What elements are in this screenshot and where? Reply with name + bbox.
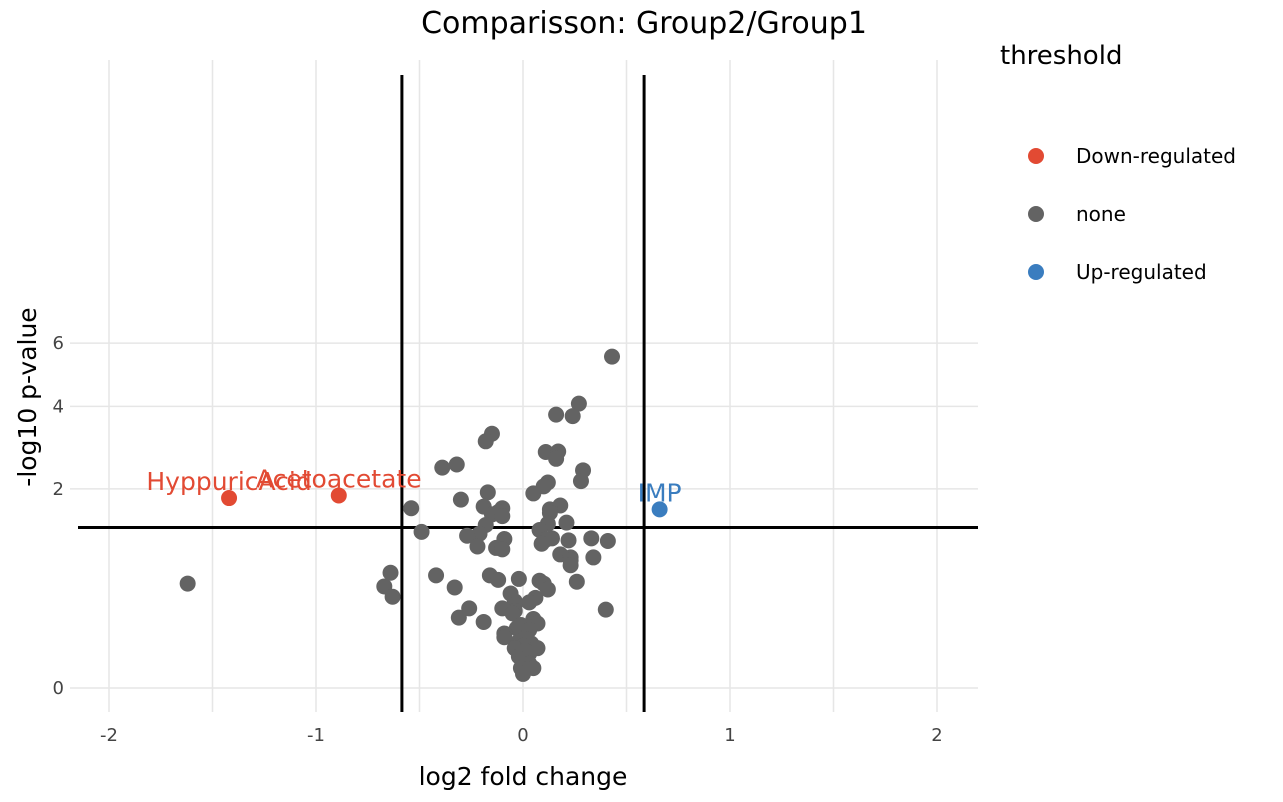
- legend-item-up-regulated[interactable]: Up-regulated: [1028, 260, 1207, 284]
- data-point: [562, 557, 579, 574]
- data-point: [428, 567, 445, 584]
- data-point: [461, 600, 478, 617]
- data-point: [496, 629, 513, 646]
- legend: threshold Down-regulated none Up-regulat…: [1000, 41, 1236, 284]
- data-point: [560, 532, 577, 549]
- legend-label-down-regulated: Down-regulated: [1076, 144, 1236, 168]
- data-point: [548, 406, 565, 423]
- legend-title: threshold: [1000, 41, 1122, 71]
- data-point: [564, 408, 581, 425]
- data-point: [521, 594, 538, 611]
- point-label: Acetoacetate: [256, 464, 422, 493]
- data-point: [477, 433, 494, 450]
- y-axis-title: -log10 p-value: [13, 307, 42, 486]
- legend-label-up-regulated: Up-regulated: [1076, 260, 1207, 284]
- data-point: [494, 508, 511, 525]
- data-point: [221, 490, 238, 507]
- legend-item-down-regulated[interactable]: Down-regulated: [1028, 144, 1236, 168]
- y-tick-label: 4: [53, 396, 64, 417]
- point-label: HyppuricAcid: [146, 467, 311, 496]
- data-point: [599, 533, 616, 550]
- data-point: [533, 535, 550, 552]
- data-point: [651, 501, 668, 518]
- data-point: [583, 530, 600, 547]
- data-point: [504, 605, 521, 622]
- x-tick-label: -2: [100, 725, 118, 746]
- x-tick-label: 1: [724, 725, 735, 746]
- data-point: [539, 581, 556, 598]
- y-axis-ticks: 0 2 4 6: [53, 333, 64, 699]
- x-tick-label: 2: [931, 725, 942, 746]
- data-point: [490, 571, 507, 588]
- legend-item-none[interactable]: none: [1028, 202, 1126, 226]
- data-point: [525, 485, 542, 502]
- data-point: [434, 459, 451, 476]
- data-point: [558, 514, 575, 531]
- data-point: [597, 601, 614, 618]
- data-point: [570, 395, 587, 412]
- threshold-lines: [78, 75, 978, 712]
- data-point: [179, 575, 196, 592]
- data-point: [585, 549, 602, 566]
- data-point: [508, 620, 525, 637]
- x-axis-title: log2 fold change: [419, 762, 628, 791]
- data-point: [604, 348, 621, 365]
- data-point: [572, 473, 589, 490]
- gridlines: [70, 60, 978, 712]
- data-point: [475, 613, 492, 630]
- data-point: [469, 538, 486, 555]
- data-point: [384, 588, 401, 605]
- legend-label-none: none: [1076, 202, 1126, 226]
- legend-marker-down-regulated: [1028, 148, 1044, 164]
- point-label: IMP: [638, 478, 682, 507]
- x-tick-label: 0: [517, 725, 528, 746]
- y-tick-label: 6: [53, 333, 64, 354]
- data-points: [179, 348, 668, 682]
- x-tick-label: -1: [307, 725, 325, 746]
- data-point: [450, 609, 467, 626]
- data-point: [479, 484, 496, 501]
- data-point: [459, 527, 476, 544]
- data-point: [548, 450, 565, 467]
- data-point: [515, 665, 531, 682]
- y-tick-label: 2: [53, 479, 64, 500]
- data-point: [330, 487, 347, 504]
- data-point: [403, 500, 420, 517]
- x-axis-ticks: -2 -1 0 1 2: [100, 725, 943, 746]
- data-point: [494, 541, 511, 558]
- data-point: [568, 573, 585, 590]
- data-point: [452, 491, 469, 508]
- data-point: [413, 523, 430, 540]
- data-point: [510, 570, 527, 587]
- data-point: [382, 564, 399, 581]
- data-point: [448, 456, 465, 473]
- data-point: [446, 579, 463, 596]
- y-tick-label: 0: [53, 678, 64, 699]
- legend-marker-up-regulated: [1028, 264, 1044, 280]
- data-point: [471, 525, 488, 542]
- chart-title: Comparisson: Group2/Group1: [421, 6, 867, 41]
- legend-marker-none: [1028, 206, 1044, 222]
